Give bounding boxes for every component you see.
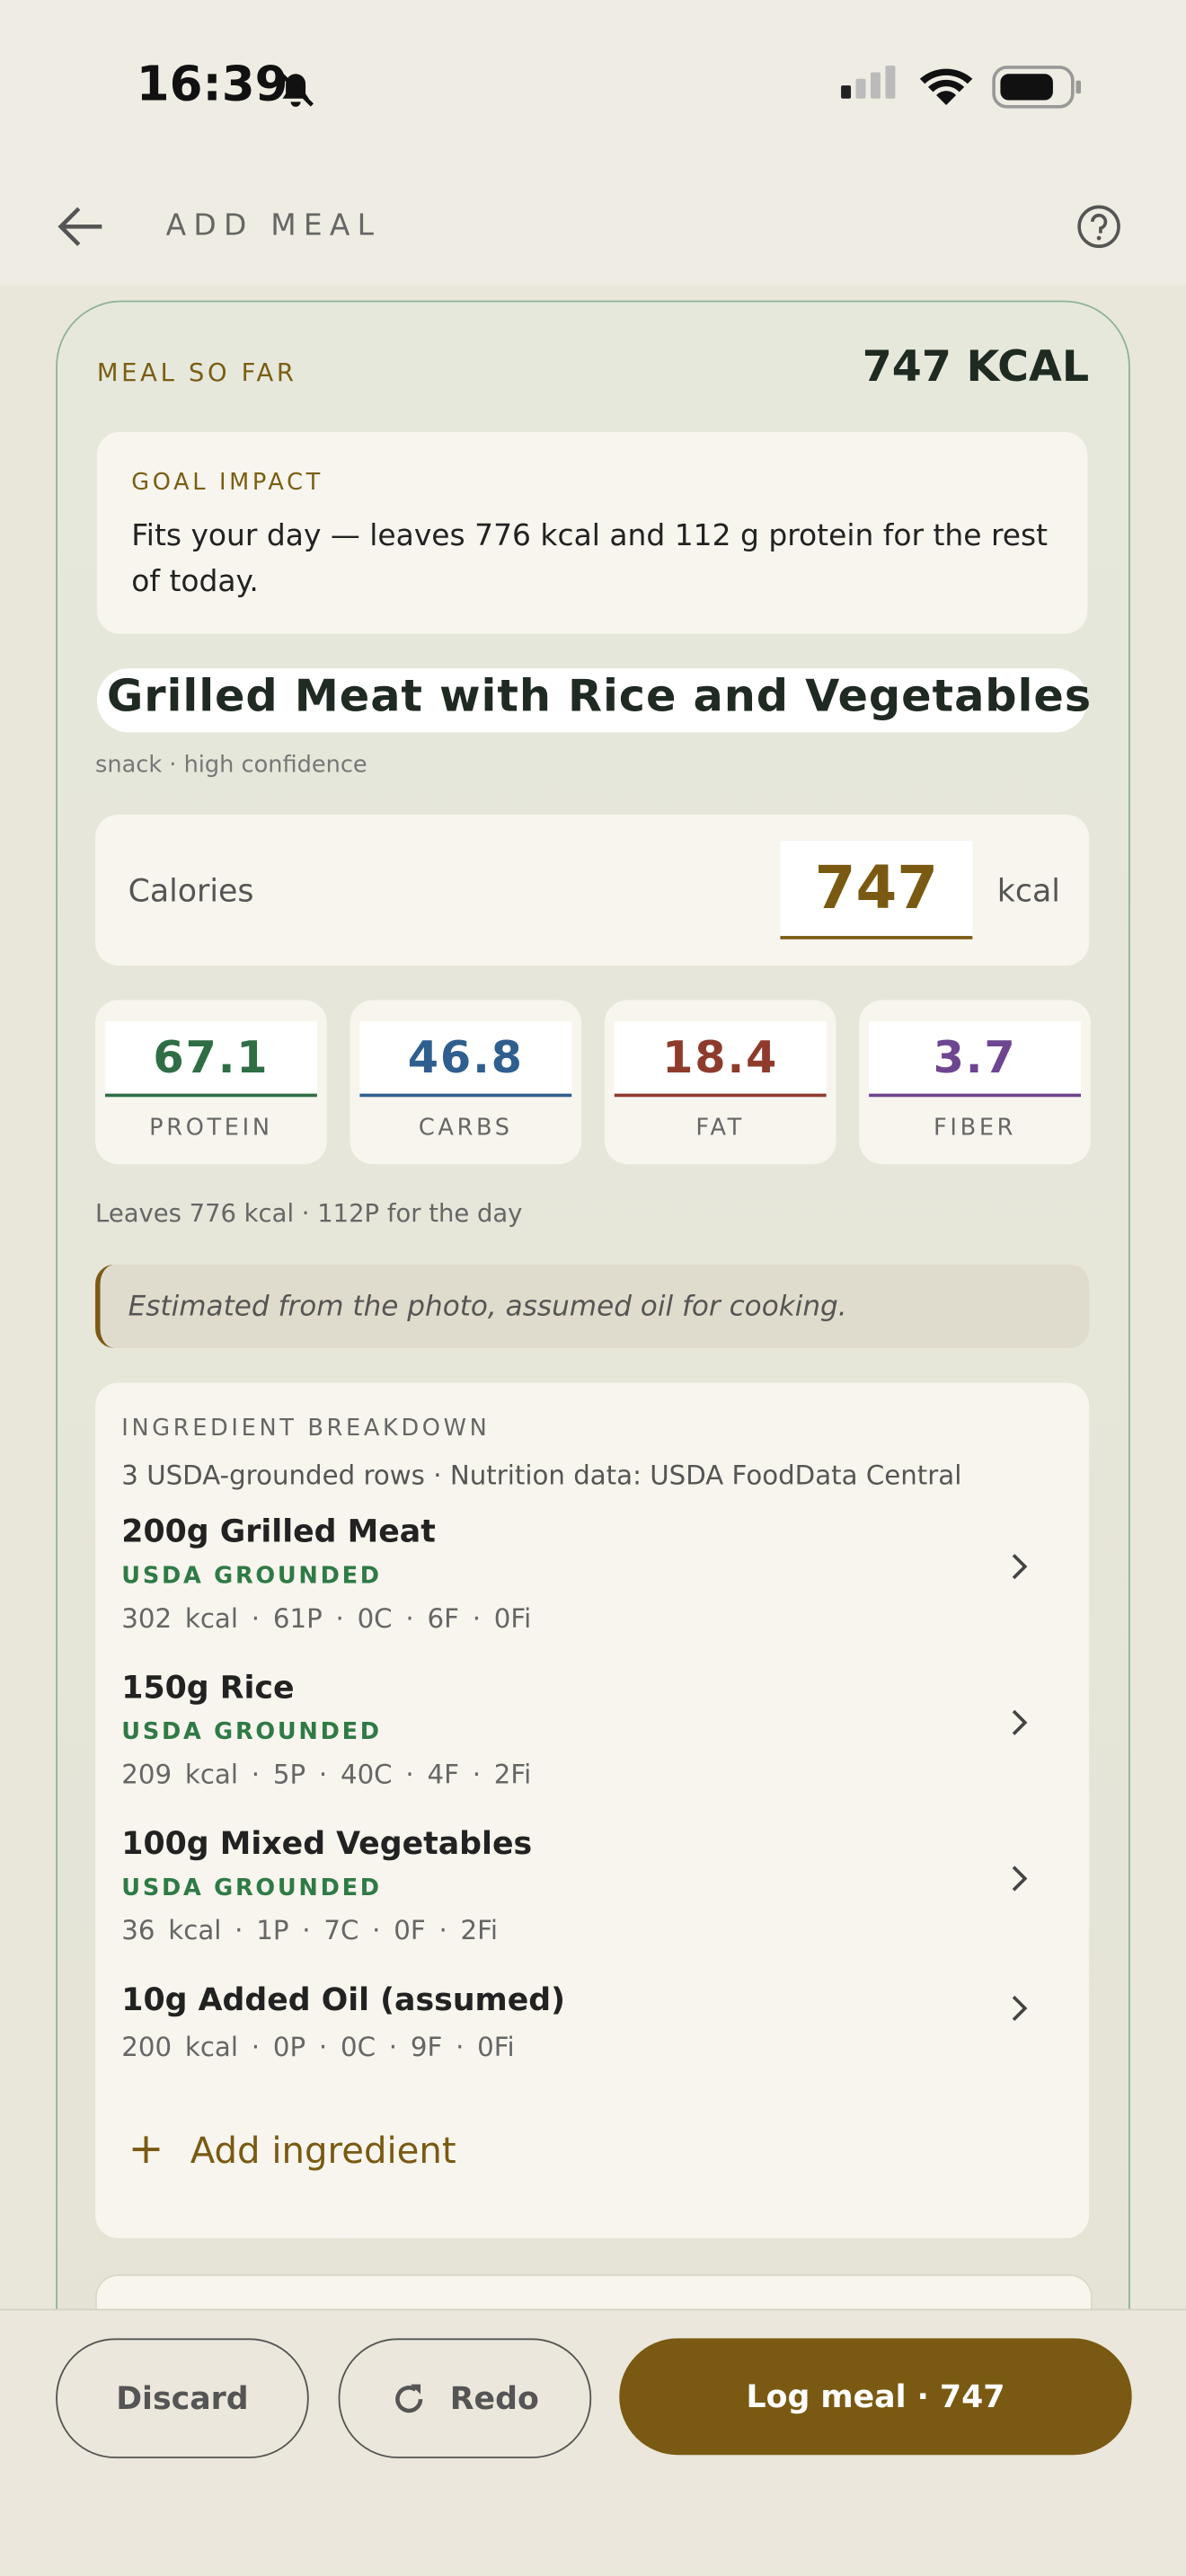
ingredient-row[interactable]: 200g Grilled Meat USDA GROUNDED 302 kcal ·… bbox=[121, 1514, 1063, 1634]
ingredient-badge: USDA GROUNDED bbox=[121, 1875, 382, 1902]
status-icons bbox=[841, 66, 1081, 109]
chevron-icon bbox=[1010, 1550, 1030, 1592]
redo-label: Redo bbox=[449, 2380, 539, 2417]
macro-box: 67.1 PROTEIN bbox=[95, 1000, 327, 1165]
ingredient-row[interactable]: 100g Mixed Vegetables USDA GROUNDED 36 kca… bbox=[121, 1826, 1063, 1945]
remaining: Leaves 776 kcal · 112P for the day bbox=[95, 1198, 523, 1229]
chevron-icon bbox=[1010, 1862, 1030, 1903]
ingredient-badge: USDA GROUNDED bbox=[121, 1719, 382, 1746]
calories-box: Calories 747 kcal bbox=[95, 814, 1090, 966]
breakdown-card: INGREDIENT BREAKDOWN 3 USDA-grounded row… bbox=[95, 1382, 1090, 2238]
help-button[interactable] bbox=[1076, 204, 1122, 250]
macro-value[interactable]: 18.4 bbox=[614, 1021, 827, 1098]
breakdown-subtitle: 3 USDA-grounded rows · Nutrition data: U… bbox=[121, 1460, 962, 1492]
macro-value[interactable]: 46.8 bbox=[359, 1021, 572, 1098]
ingredient-row[interactable]: 10g Added Oil (assumed) 200 kcal · 0P · 0… bbox=[121, 1981, 1063, 2063]
calories-unit: kcal bbox=[996, 873, 1060, 910]
ingredient-stats: 302 kcal · 61P · 0C · 6F · 0Fi bbox=[121, 1602, 532, 1635]
chevron-icon bbox=[1010, 1992, 1030, 2033]
ingredient-badge: USDA GROUNDED bbox=[121, 1563, 382, 1590]
ingredient-name: 10g Added Oil (assumed) bbox=[121, 1981, 566, 2018]
breakdown-title: INGREDIENT BREAKDOWN bbox=[121, 1415, 491, 1442]
ingredient-name: 100g Mixed Vegetables bbox=[121, 1826, 533, 1863]
goal-impact-box: GOAL IMPACT Fits your day — leaves 776 k… bbox=[96, 431, 1088, 634]
log-meal-button[interactable]: Log meal · 747 bbox=[619, 2338, 1132, 2456]
macro-label: PROTEIN bbox=[149, 1115, 273, 1142]
ingredient-stats: 209 kcal · 5P · 40C · 4F · 2Fi bbox=[121, 1759, 532, 1790]
ingredient-row[interactable]: 150g Rice USDA GROUNDED 209 kcal · 5P · 40… bbox=[121, 1670, 1063, 1790]
meal-label: MEAL SO FAR bbox=[96, 357, 297, 388]
add-ingredient-button[interactable]: + Add ingredient bbox=[128, 2124, 456, 2175]
note-box: Estimated from the photo, assumed oil fo… bbox=[95, 1264, 1090, 1348]
note: Estimated from the photo, assumed oil fo… bbox=[128, 1291, 847, 1324]
macro-box: 46.8 CARBS bbox=[350, 1000, 582, 1165]
add-ingredient-label: Add ingredient bbox=[190, 2131, 456, 2173]
macro-value[interactable]: 67.1 bbox=[105, 1021, 317, 1098]
ingredient-name: 150g Rice bbox=[121, 1670, 295, 1707]
meal-meta: snack · high confidence bbox=[95, 752, 367, 779]
meal-name: Grilled Meat with Rice and Vegetables bbox=[106, 671, 1093, 723]
discard-label: Discard bbox=[116, 2380, 249, 2417]
ingredient-stats: 36 kcal · 1P · 7C · 0F · 2Fi bbox=[121, 1914, 498, 1946]
goal-label: GOAL IMPACT bbox=[131, 469, 323, 497]
header-title: ADD MEAL bbox=[165, 208, 382, 243]
chevron-icon bbox=[1010, 1707, 1030, 1748]
macro-box: 18.4 FAT bbox=[604, 1000, 836, 1165]
mute-icon bbox=[278, 70, 314, 107]
redo-icon bbox=[395, 2383, 423, 2413]
goal-text: Fits your day — leaves 776 kcal and 112 … bbox=[131, 518, 1049, 600]
meal-total: 747 KCAL bbox=[862, 343, 1090, 393]
ingredient-name: 200g Grilled Meat bbox=[121, 1513, 436, 1550]
calories-input[interactable]: 747 bbox=[780, 841, 973, 940]
ingredient-stats: 200 kcal · 0P · 0C · 9F · 0Fi bbox=[121, 2031, 515, 2063]
status-time: 16:39 bbox=[136, 56, 288, 112]
macro-label: FIBER bbox=[934, 1115, 1017, 1142]
redo-button[interactable]: Redo bbox=[338, 2338, 592, 2458]
calories-label: Calories bbox=[128, 873, 254, 910]
discard-button[interactable]: Discard bbox=[56, 2338, 309, 2458]
macro-label: CARBS bbox=[418, 1115, 513, 1142]
meal-name-input[interactable]: Grilled Meat with Rice and Vegetables bbox=[96, 668, 1091, 733]
back-button[interactable] bbox=[56, 204, 109, 250]
header-bg bbox=[0, 0, 1186, 287]
macro-value[interactable]: 3.7 bbox=[869, 1021, 1081, 1098]
macro-box: 3.7 FIBER bbox=[859, 1000, 1091, 1165]
macro-label: FAT bbox=[695, 1115, 745, 1142]
log-meal-label: Log meal · 747 bbox=[746, 2378, 1005, 2415]
